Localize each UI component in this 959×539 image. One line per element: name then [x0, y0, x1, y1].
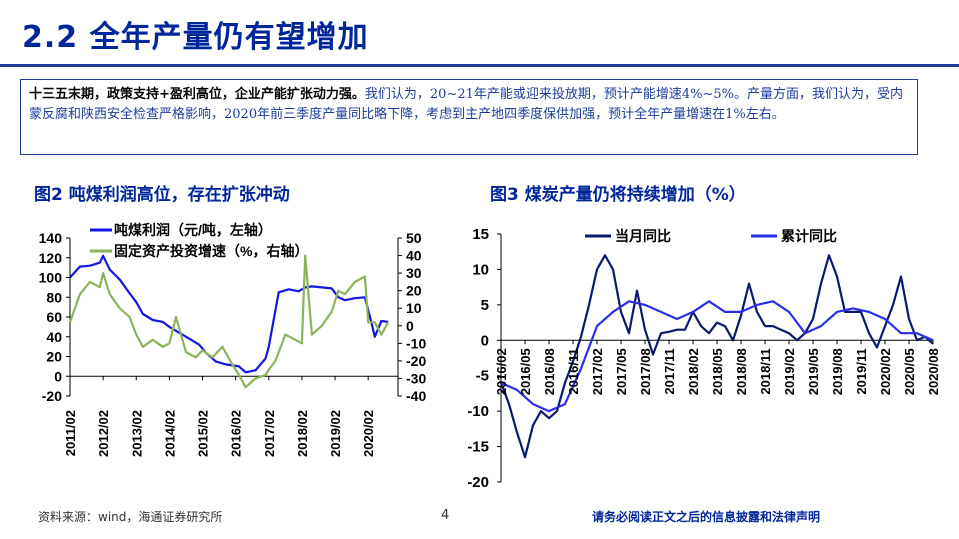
x-tick-label: 2020/08 — [926, 348, 941, 395]
summary-box: 十三五末期，政策支持+盈利高位，企业产能扩张动力强。我们认为，20~21年产能或… — [20, 79, 918, 155]
series-line-1 — [69, 254, 389, 374]
y-tick-label: -15 — [467, 439, 489, 456]
series-line-2 — [500, 300, 934, 413]
x-tick-label: 2018/02 — [295, 410, 310, 457]
x-tick-label: 2019/05 — [806, 348, 821, 395]
x-tick-label: 2019/02 — [782, 348, 797, 395]
right-tick-label: -40 — [406, 388, 426, 404]
x-tick-label: 2016/05 — [518, 348, 533, 395]
left-tick-label: -20 — [42, 388, 62, 404]
right-tick-label: 50 — [406, 230, 422, 246]
left-tick-label: 140 — [39, 230, 63, 246]
x-tick-label: 2016/11 — [566, 348, 581, 394]
x-tick-label: 2012/02 — [96, 410, 111, 457]
disclaimer-link[interactable]: 请务必阅读正文之后的信息披露和法律声明 — [592, 510, 821, 524]
y-tick-label: 15 — [472, 226, 489, 243]
slide-title: 2.2 全年产量仍有望增加 — [22, 20, 369, 55]
figure3-title: 图3 煤炭产量仍将持续增加（%） — [490, 185, 746, 205]
y-tick-label: -10 — [467, 403, 489, 420]
legend-label-1: 吨煤利润（元/吨，左轴） — [114, 222, 272, 238]
left-tick-label: 0 — [54, 368, 62, 384]
x-tick-label: 2016/08 — [542, 348, 557, 395]
figure2-chart: 140120100806040200-2050403020100-10-20-3… — [39, 222, 427, 457]
left-tick-label: 40 — [46, 329, 62, 345]
left-tick-label: 60 — [46, 309, 62, 325]
right-tick-label: 10 — [406, 300, 422, 316]
right-tick-label: -10 — [406, 335, 426, 351]
right-tick-label: -30 — [406, 370, 426, 386]
x-tick-label: 2020/05 — [902, 348, 917, 395]
left-tick-label: 100 — [39, 270, 63, 286]
x-tick-label: 2020/02 — [361, 410, 376, 457]
y-tick-label: 0 — [481, 332, 489, 349]
right-tick-label: 20 — [406, 283, 422, 299]
right-tick-label: 40 — [406, 248, 422, 264]
x-tick-label: 2014/02 — [162, 410, 177, 457]
right-tick-label: 0 — [406, 318, 414, 334]
left-tick-label: 80 — [46, 289, 62, 305]
summary-text: 我们认为，20~21年产能或迎来投放期，预计产能增速4%~5%。产量方面，我们认… — [29, 87, 904, 122]
figure2-title: 图2 吨煤利润高位，存在扩张冲动 — [34, 185, 290, 205]
series-line-2 — [68, 254, 390, 389]
y-tick-label: 10 — [472, 261, 489, 278]
right-tick-label: -20 — [406, 353, 426, 369]
x-tick-label: 2018/05 — [710, 348, 725, 395]
y-tick-label: -5 — [476, 368, 489, 385]
figure3-chart: 15 10 5 0 -5 -10 -15 -20 2016/02 2016/05 2016/08 20… — [467, 226, 941, 491]
x-tick-label: 2018/08 — [734, 348, 749, 395]
page-number: 4 — [441, 508, 450, 523]
legend-label-2: 累计同比 — [781, 228, 837, 244]
right-tick-label: 30 — [406, 265, 422, 281]
x-tick-label: 2017/05 — [614, 348, 629, 395]
legend-label-2: 固定资产投资增速（%，右轴） — [114, 243, 308, 259]
x-tick-label: 2013/02 — [129, 410, 144, 457]
series-line-1 — [499, 254, 934, 459]
x-tick-label: 2011/02 — [63, 410, 78, 456]
x-tick-label: 2019/11 — [854, 348, 869, 394]
y-tick-label: -20 — [467, 474, 489, 491]
title-divider — [0, 64, 959, 67]
y-tick-label: 5 — [481, 297, 489, 314]
legend-label-1: 当月同比 — [615, 228, 671, 244]
x-tick-label: 2017/08 — [638, 348, 653, 395]
x-tick-label: 2018/02 — [686, 348, 701, 395]
x-tick-label: 2020/02 — [878, 348, 893, 395]
x-tick-label: 2018/11 — [758, 348, 773, 394]
x-tick-label: 2019/08 — [830, 348, 845, 395]
x-tick-label: 2015/02 — [196, 410, 211, 457]
x-tick-label: 2016/02 — [229, 410, 244, 457]
x-tick-label: 2019/02 — [328, 410, 343, 457]
x-tick-label: 2017/02 — [590, 348, 605, 395]
x-tick-label: 2017/11 — [662, 348, 677, 394]
left-tick-label: 120 — [39, 250, 63, 266]
summary-bold-text: 十三五末期，政策支持+盈利高位，企业产能扩张动力强。 — [29, 87, 365, 102]
left-tick-label: 20 — [46, 349, 62, 365]
x-tick-label: 2017/02 — [262, 410, 277, 457]
source-note: 资料来源：wind，海通证券研究所 — [38, 510, 223, 524]
x-tick-label: 2016/02 — [494, 348, 509, 395]
